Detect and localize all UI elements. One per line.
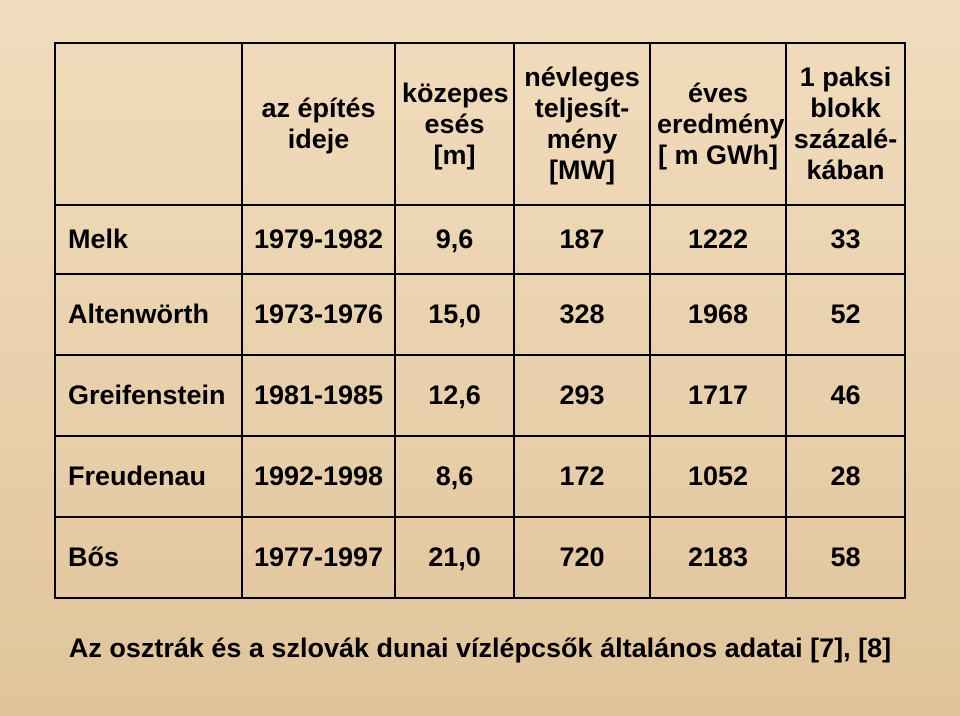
cell-name: Freudenau — [55, 436, 242, 517]
data-table: az építésideje közepesesés[m] névlegeste… — [54, 42, 906, 599]
slide: az építésideje közepesesés[m] névlegeste… — [0, 0, 960, 716]
caption-text: Az osztrák és a szlovák dunai vízlépcsők… — [54, 633, 906, 664]
cell-name: Bős — [55, 517, 242, 598]
cell-name: Melk — [55, 205, 242, 274]
cell-capacity: 172 — [514, 436, 650, 517]
table-row: Greifenstein 1981-1985 12,6 293 1717 46 — [55, 355, 905, 436]
cell-capacity: 187 — [514, 205, 650, 274]
cell-capacity: 720 — [514, 517, 650, 598]
cell-annual: 1717 — [650, 355, 786, 436]
cell-annual: 1968 — [650, 274, 786, 355]
cell-fall: 8,6 — [395, 436, 514, 517]
table-row: Freudenau 1992-1998 8,6 172 1052 28 — [55, 436, 905, 517]
cell-capacity: 293 — [514, 355, 650, 436]
cell-capacity: 328 — [514, 274, 650, 355]
table-row: Melk 1979-1982 9,6 187 1222 33 — [55, 205, 905, 274]
table-row: Altenwörth 1973-1976 15,0 328 1968 52 — [55, 274, 905, 355]
col-header-period: az építésideje — [242, 43, 395, 205]
col-header-paks: 1 paksiblokkszázalé-kában — [786, 43, 905, 205]
cell-period: 1979-1982 — [242, 205, 395, 274]
cell-fall: 12,6 — [395, 355, 514, 436]
cell-fall: 15,0 — [395, 274, 514, 355]
cell-fall: 9,6 — [395, 205, 514, 274]
col-header-capacity: névlegesteljesít-mény[MW] — [514, 43, 650, 205]
cell-period: 1992-1998 — [242, 436, 395, 517]
cell-paks: 33 — [786, 205, 905, 274]
cell-period: 1981-1985 — [242, 355, 395, 436]
cell-period: 1973-1976 — [242, 274, 395, 355]
col-header-annual: éveseredmény[ m GWh] — [650, 43, 786, 205]
cell-name: Altenwörth — [55, 274, 242, 355]
cell-fall: 21,0 — [395, 517, 514, 598]
table-row: Bős 1977-1997 21,0 720 2183 58 — [55, 517, 905, 598]
col-header-fall: közepesesés[m] — [395, 43, 514, 205]
cell-annual: 1052 — [650, 436, 786, 517]
col-header-name — [55, 43, 242, 205]
cell-name: Greifenstein — [55, 355, 242, 436]
cell-annual: 2183 — [650, 517, 786, 598]
cell-paks: 28 — [786, 436, 905, 517]
cell-paks: 58 — [786, 517, 905, 598]
cell-period: 1977-1997 — [242, 517, 395, 598]
table-header-row: az építésideje közepesesés[m] névlegeste… — [55, 43, 905, 205]
cell-annual: 1222 — [650, 205, 786, 274]
cell-paks: 52 — [786, 274, 905, 355]
cell-paks: 46 — [786, 355, 905, 436]
